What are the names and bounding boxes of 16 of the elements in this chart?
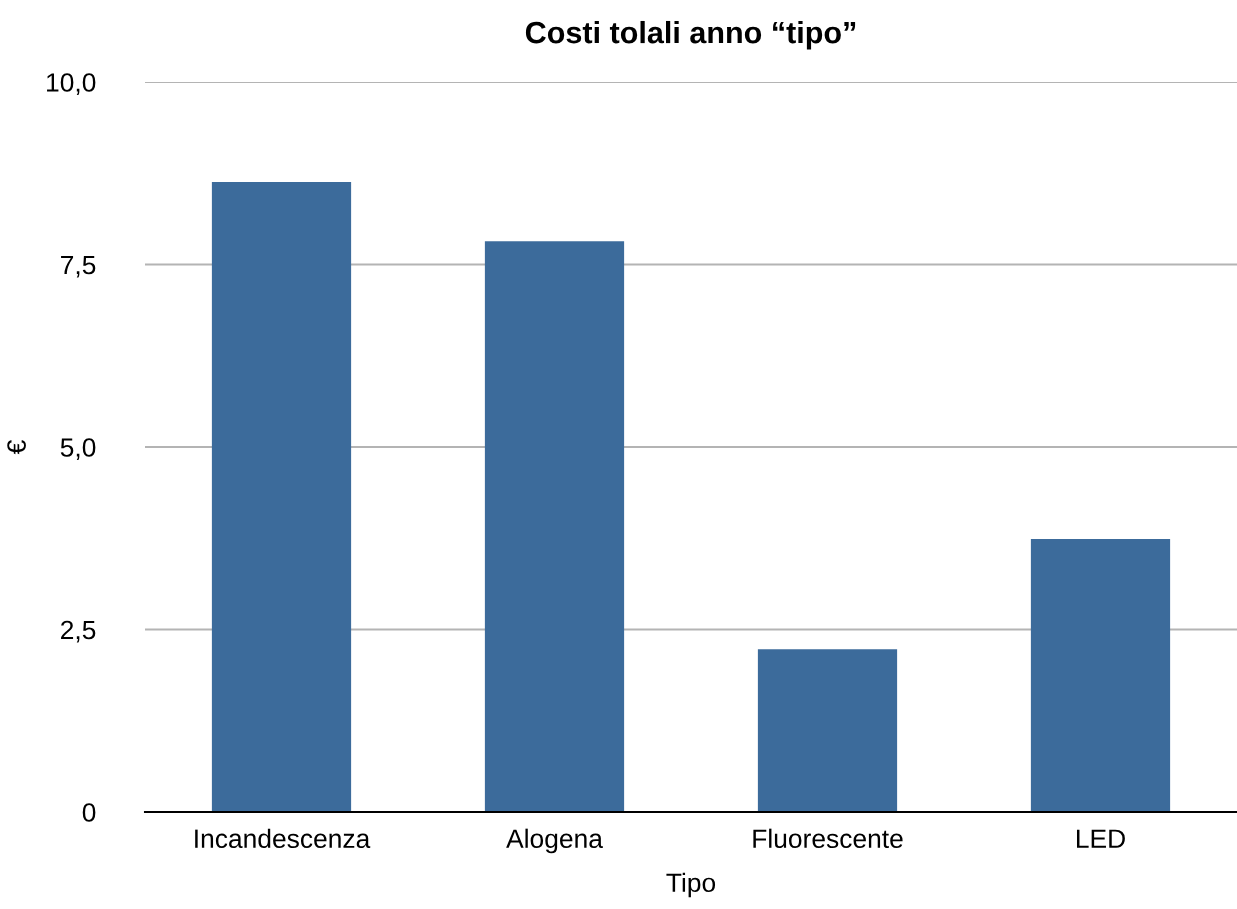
y-tick-label: 0 [82, 803, 96, 822]
x-tick-label: Fluorescente [753, 828, 903, 849]
bar [211, 182, 352, 812]
y-tick-label: 2,5 [61, 620, 96, 643]
chart-title: Costi tolali anno “tipo” [525, 20, 856, 50]
x-tick-label: LED [1077, 829, 1125, 848]
y-tick-label: 5,0 [60, 438, 96, 460]
bar [484, 241, 625, 812]
y-tick-label: 7,5 [61, 255, 96, 278]
x-tick-label: Incandescenza [195, 828, 371, 849]
bar [1030, 538, 1171, 812]
y-tick-label: 10,0 [47, 73, 96, 95]
y-axis-title: € [7, 440, 26, 455]
x-axis-title: Tipo [666, 872, 716, 898]
x-tick-label: Alogena [506, 828, 603, 854]
bar [757, 649, 898, 812]
